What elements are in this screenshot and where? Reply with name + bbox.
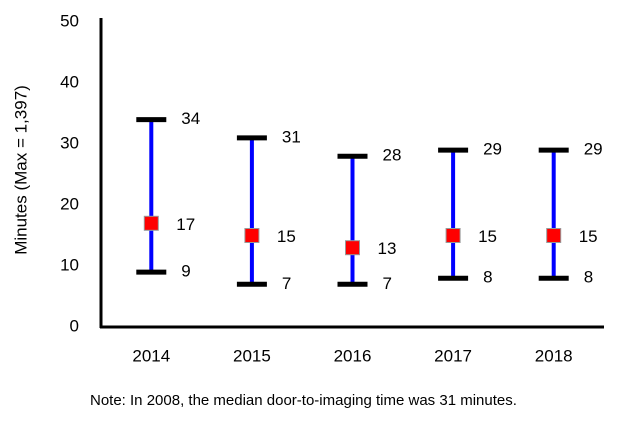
y-tick-label: 0 (70, 316, 79, 335)
median-label: 15 (579, 227, 598, 246)
median-label: 13 (378, 239, 397, 258)
median-label: 17 (176, 215, 195, 234)
y-axis-title: Minutes (Max = 1,397) (11, 85, 30, 255)
x-tick-label: 2018 (535, 346, 573, 365)
high-label: 28 (383, 146, 402, 165)
x-tick-label: 2015 (233, 346, 271, 365)
high-label: 31 (282, 127, 301, 146)
low-label: 8 (483, 268, 492, 287)
high-label: 29 (584, 140, 603, 159)
x-tick-label: 2017 (434, 346, 472, 365)
median-label: 15 (478, 227, 497, 246)
median-label: 15 (277, 227, 296, 246)
high-label: 29 (483, 140, 502, 159)
note: Note: In 2008, the median door-to-imagin… (90, 392, 517, 409)
low-label: 8 (584, 268, 593, 287)
y-tick-label: 40 (60, 72, 79, 91)
high-label: 34 (181, 109, 200, 128)
median-marker (345, 240, 360, 256)
median-marker (546, 228, 562, 243)
y-tick-label: 30 (60, 133, 79, 152)
y-tick-label: 20 (60, 194, 79, 213)
median-marker (445, 228, 461, 243)
low-label: 7 (383, 274, 392, 293)
median-marker (143, 215, 159, 231)
x-tick-label: 2014 (132, 346, 170, 365)
y-tick-label: 10 (60, 255, 79, 274)
x-tick-label: 2016 (334, 346, 372, 365)
y-tick-label: 50 (60, 11, 79, 30)
low-label: 7 (282, 274, 291, 293)
median-marker (244, 228, 260, 243)
low-label: 9 (181, 262, 190, 281)
